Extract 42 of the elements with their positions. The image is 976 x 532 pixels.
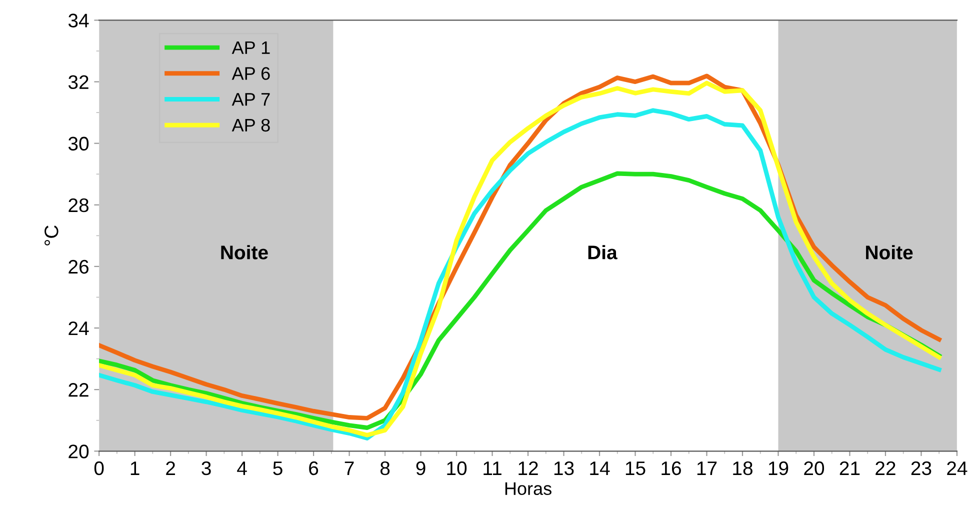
x-tick-label: 4 [237,462,247,475]
band-label: Noite [221,245,268,260]
x-tick-label: 23 [911,461,932,476]
x-axis-title: Horas [505,482,552,496]
y-tick-label: 24 [68,321,89,336]
x-tick-label: 7 [344,462,354,475]
x-tick-label: 12 [518,461,538,475]
legend-label: AP 8 [232,118,270,132]
x-tick-label: 5 [273,462,282,476]
y-tick-label: 34 [68,14,89,28]
x-tick-label: 6 [309,461,318,476]
x-tick-label: 16 [662,461,681,476]
x-tick-label: 13 [554,461,574,476]
legend-label: AP 7 [232,93,270,106]
x-tick-label: 17 [697,462,717,475]
x-tick-label: 9 [416,461,426,476]
x-tick-label: 19 [768,461,788,476]
y-tick-label: 26 [68,260,88,274]
x-tick-label: 15 [626,462,646,476]
x-tick-label: 20 [804,461,824,476]
x-tick-label: 24 [947,461,968,475]
x-tick-label: 3 [202,461,211,476]
band-label: Noite [866,245,913,260]
x-tick-label: 8 [380,461,390,476]
y-tick-label: 30 [68,136,89,151]
y-axis-title: °C [44,226,58,246]
legend-label: AP 6 [232,67,270,80]
x-tick-label: 18 [733,461,752,476]
x-tick-label: 1 [130,462,140,475]
annotation: Dia [588,245,618,260]
x-tick-label: 21 [840,461,860,475]
x-tick-label: 2 [166,461,175,475]
y-tick-label: 32 [68,75,88,90]
y-tick-label: 28 [68,198,88,212]
legend-label: AP 1 [232,41,270,54]
x-tick-label: 14 [590,462,610,475]
y-tick-label: 20 [68,444,89,458]
x-tick-label: 22 [876,461,896,475]
x-tick-label: 11 [484,462,502,475]
y-tick-label: 22 [68,383,88,397]
x-tick-label: 10 [447,461,467,476]
x-tick-label: 0 [94,461,104,476]
